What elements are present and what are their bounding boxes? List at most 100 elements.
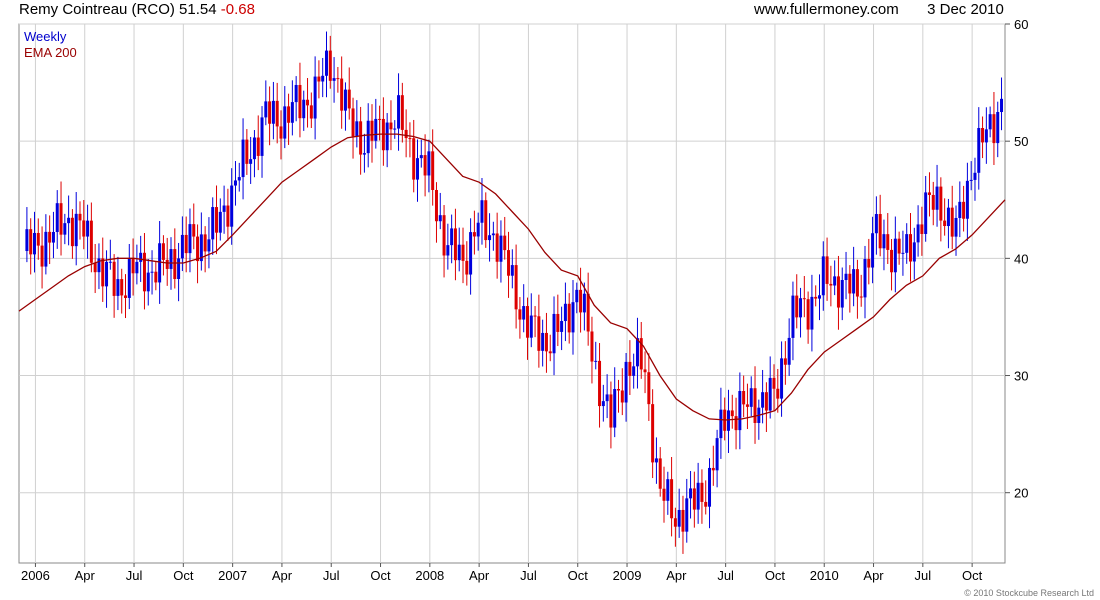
candle-down <box>378 118 382 120</box>
candle-down <box>859 296 863 298</box>
candle-up <box>237 177 241 181</box>
chart-header-right: www.fullermoney.com 3 Dec 2010 <box>754 1 1004 18</box>
candle-down <box>548 351 552 354</box>
candle-up <box>893 238 897 273</box>
candle-down <box>328 50 332 81</box>
candle-down <box>825 256 829 284</box>
x-tick-label: 2007 <box>218 568 247 583</box>
candle-up <box>249 159 253 164</box>
candle-down <box>101 258 105 287</box>
candle-up <box>230 185 234 227</box>
candle-down <box>120 279 124 296</box>
candle-down <box>556 313 560 332</box>
candle-down <box>279 126 283 139</box>
candle-down <box>184 234 188 254</box>
candle-down <box>848 273 852 294</box>
candle-down <box>93 262 97 273</box>
candle-up <box>852 269 856 294</box>
candle-up <box>233 180 237 186</box>
candle-down <box>647 372 651 405</box>
candle-down <box>586 293 590 332</box>
candle-up <box>666 479 670 501</box>
candle-down <box>465 260 469 275</box>
candle-up <box>283 106 287 139</box>
candle-down <box>567 303 571 333</box>
candle-up <box>158 243 162 283</box>
candle-down <box>681 509 685 532</box>
x-tick-label: 2006 <box>21 568 50 583</box>
candle-down <box>931 194 935 210</box>
y-tick-label: 30 <box>1014 369 1028 384</box>
candle-down <box>336 78 340 80</box>
candle-up <box>541 332 545 351</box>
candle-down <box>442 215 446 256</box>
candle-up <box>488 235 492 241</box>
candle-down <box>495 233 499 262</box>
candle-up <box>552 313 556 354</box>
candle-down <box>36 232 40 246</box>
candle-up <box>438 215 442 222</box>
x-tick-label: 2008 <box>415 568 444 583</box>
candle-down <box>306 99 310 106</box>
y-tick-label: 60 <box>1014 17 1028 32</box>
candle-up <box>116 279 120 296</box>
candle-up <box>1000 98 1004 113</box>
candle-down <box>579 289 583 313</box>
candle-up <box>969 179 973 181</box>
candle-up <box>833 276 837 286</box>
candle-up <box>127 258 131 298</box>
candle-up <box>935 186 939 210</box>
candle-up <box>582 293 586 313</box>
candle-down <box>203 234 207 252</box>
candle-down <box>256 137 260 156</box>
site-url[interactable]: www.fullermoney.com <box>754 1 899 18</box>
candle-up <box>355 121 359 137</box>
candle-down <box>704 501 708 507</box>
candle-up <box>696 482 700 510</box>
candle-down <box>192 224 196 237</box>
candle-up <box>984 129 988 143</box>
candle-up <box>241 139 245 178</box>
candle-down <box>518 309 522 320</box>
y-tick-label: 40 <box>1014 251 1028 266</box>
candle-down <box>753 388 757 423</box>
candle-down <box>764 392 768 411</box>
candle-down <box>161 243 165 260</box>
candle-up <box>726 410 730 431</box>
candle-up <box>332 78 336 81</box>
candle-down <box>82 220 86 237</box>
candle-up <box>32 232 36 255</box>
candle-up <box>571 302 575 333</box>
candle-up <box>924 192 928 234</box>
candle-up <box>817 295 821 299</box>
candle-up <box>108 261 112 263</box>
candle-down <box>434 189 438 222</box>
ema-200-line <box>18 133 1006 421</box>
candle-down <box>836 276 840 308</box>
candle-up <box>973 172 977 180</box>
candle-down <box>124 295 128 298</box>
candle-down <box>658 458 662 489</box>
candle-up <box>366 120 370 154</box>
candle-up <box>264 101 268 118</box>
candle-up <box>654 458 658 463</box>
candle-down <box>537 316 541 351</box>
candle-down <box>40 245 44 267</box>
candle-down <box>423 155 427 176</box>
candle-up <box>560 321 564 332</box>
candle-up <box>260 117 264 156</box>
candle-down <box>730 410 734 417</box>
candle-down <box>651 404 655 463</box>
candle-up <box>844 273 848 280</box>
candle-up <box>605 394 609 402</box>
candle-up <box>177 258 181 280</box>
candle-down <box>78 213 82 221</box>
candle-down <box>950 207 954 237</box>
candle-up <box>901 252 905 254</box>
candle-down <box>890 249 894 273</box>
candle-down <box>897 238 901 254</box>
candle-down <box>662 488 666 501</box>
candle-up <box>51 231 55 243</box>
candle-up <box>290 102 294 123</box>
candle-up <box>988 114 992 130</box>
